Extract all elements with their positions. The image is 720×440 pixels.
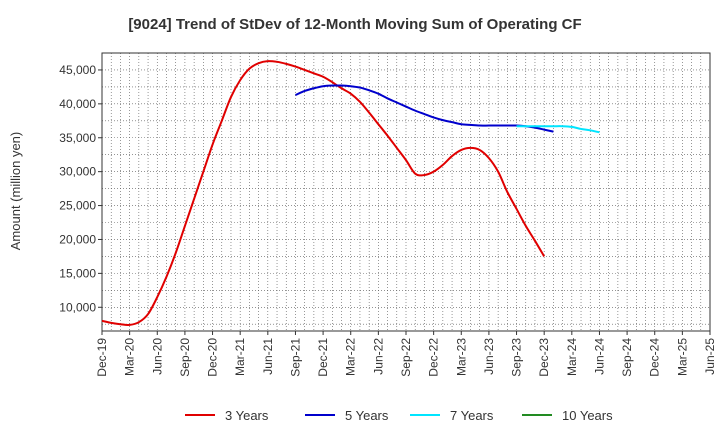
x-tick-label: Mar-23 xyxy=(454,338,468,376)
y-tick-label: 10,000 xyxy=(59,300,96,314)
x-tick-label: Sep-23 xyxy=(510,338,524,377)
y-tick-label: 15,000 xyxy=(59,266,96,280)
x-tick-label: Sep-20 xyxy=(178,338,192,377)
x-tick-label: Dec-21 xyxy=(316,338,330,377)
x-tick-label: Jun-21 xyxy=(261,338,275,375)
legend-label: 10 Years xyxy=(562,408,613,423)
y-tick-label: 40,000 xyxy=(59,97,96,111)
series-lines xyxy=(101,60,600,326)
x-tick-label: Jun-25 xyxy=(703,338,717,375)
x-tick-label: Mar-24 xyxy=(565,338,579,376)
x-tick-label: Jun-23 xyxy=(482,338,496,375)
legend-label: 5 Years xyxy=(345,408,389,423)
x-tick-label: Jun-20 xyxy=(150,338,164,375)
legend-label: 7 Years xyxy=(450,408,494,423)
y-tick-label: 20,000 xyxy=(59,232,96,246)
x-tick-label: Dec-19 xyxy=(95,338,109,377)
x-tick-label: Mar-22 xyxy=(344,338,358,376)
y-tick-label: 30,000 xyxy=(59,165,96,179)
series-line-3-years xyxy=(101,60,546,326)
x-tick-label: Mar-25 xyxy=(675,338,689,376)
chart-title: [9024] Trend of StDev of 12-Month Moving… xyxy=(128,16,581,33)
x-tick-label: Mar-21 xyxy=(233,338,247,376)
y-tick-label: 35,000 xyxy=(59,131,96,145)
x-tick-label: Jun-22 xyxy=(371,338,385,375)
x-tick-label: Sep-21 xyxy=(288,338,302,377)
x-tick-label: Sep-22 xyxy=(399,338,413,377)
y-tick-label: 45,000 xyxy=(59,63,96,77)
y-axis-label: Amount (million yen) xyxy=(8,132,23,251)
grid xyxy=(101,52,711,331)
x-tick-label: Jun-24 xyxy=(592,338,606,375)
x-axis: Dec-19 Mar-20 Jun-20 Sep-20 Dec-20 Mar-21 Jun-… xyxy=(95,331,717,377)
legend-label: 3 Years xyxy=(225,408,269,423)
x-tick-label: Mar-20 xyxy=(123,338,137,376)
x-tick-label: Dec-23 xyxy=(537,338,551,377)
legend: 3 Years 5 Years 7 Years 10 Years xyxy=(185,408,613,423)
x-tick-label: Dec-20 xyxy=(206,338,220,377)
y-axis: 10,000 15,000 20,000 25,000 30,000 35,000 40,0… xyxy=(59,63,102,314)
x-tick-label: Dec-24 xyxy=(648,338,662,377)
series-line-5-years xyxy=(295,84,554,133)
y-tick-label: 25,000 xyxy=(59,199,96,213)
series-line-7-years xyxy=(516,125,600,134)
x-tick-label: Dec-22 xyxy=(427,338,441,377)
x-tick-label: Sep-24 xyxy=(620,338,634,377)
